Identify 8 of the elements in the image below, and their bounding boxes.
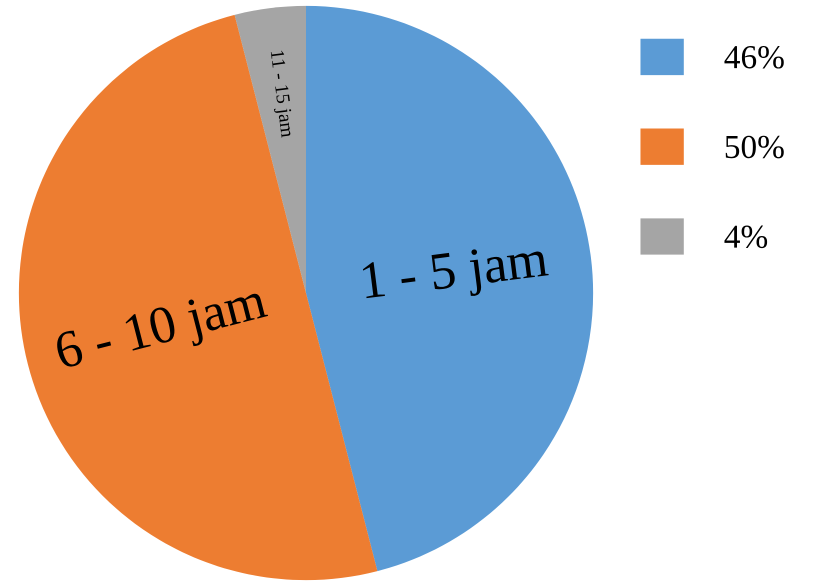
text: 11 - 15 jam xyxy=(270,50,292,138)
pie-slice xyxy=(306,6,594,572)
text: 6 - 10 jam xyxy=(54,292,268,370)
legend-label: 46% xyxy=(724,46,784,69)
legend-label: 4% xyxy=(724,225,768,248)
pie-slice xyxy=(234,6,306,293)
text: 1 - 5 jam xyxy=(362,249,549,298)
legend-label: 50% xyxy=(726,136,784,158)
